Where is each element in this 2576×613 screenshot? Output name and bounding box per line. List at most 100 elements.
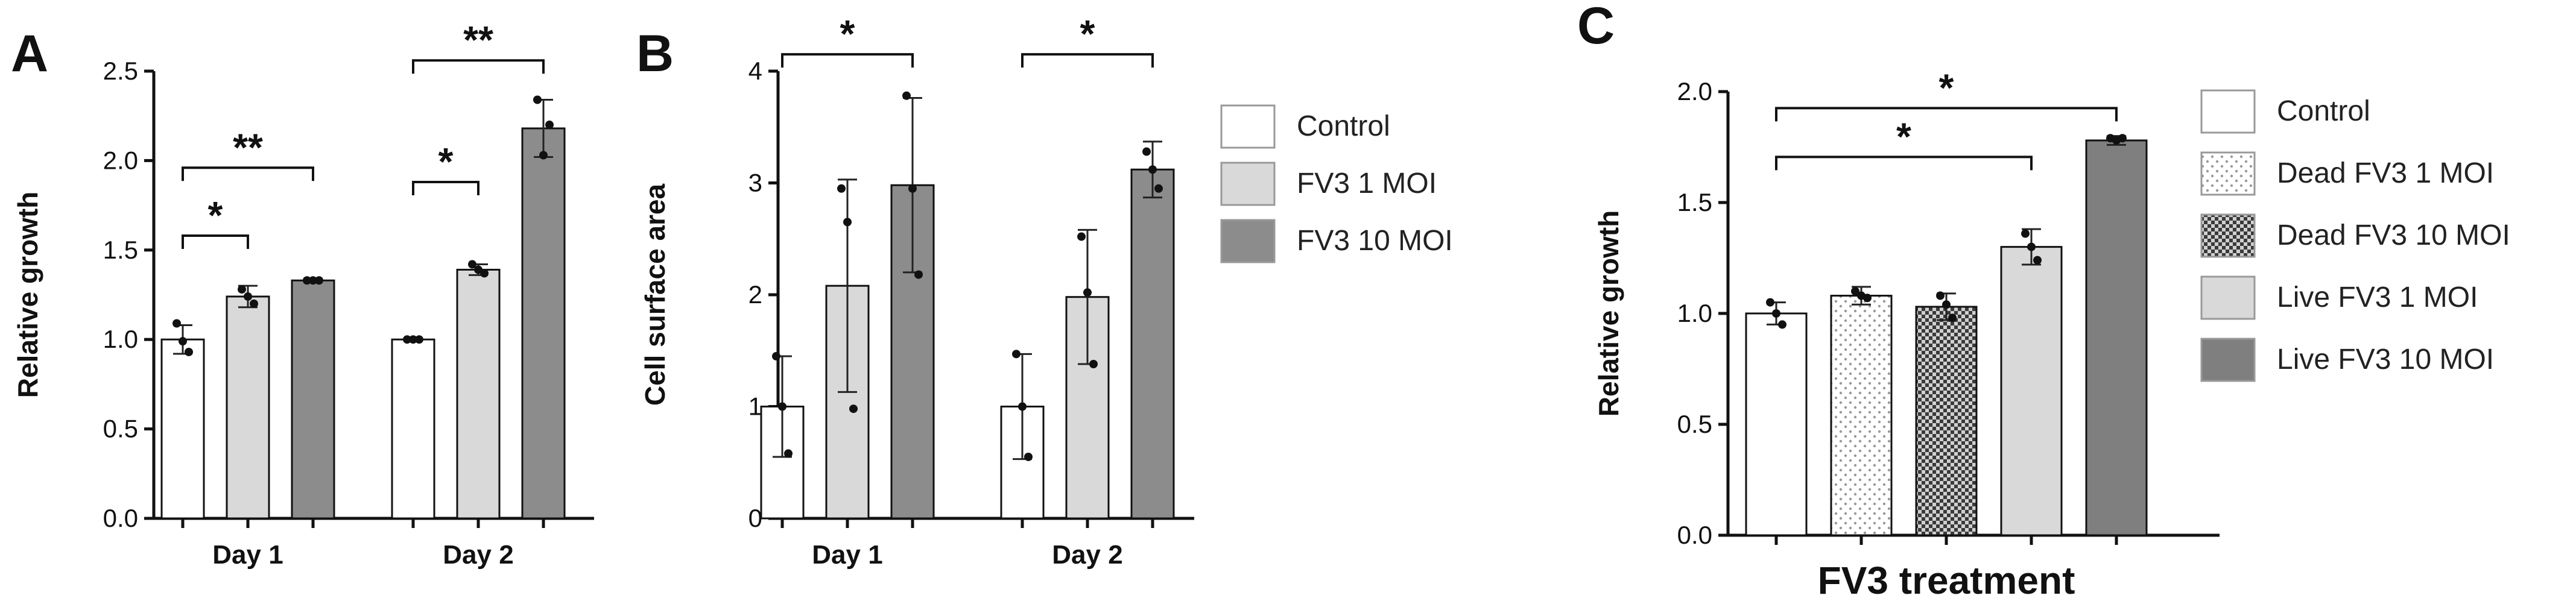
significance-bracket-C	[1775, 156, 2033, 171]
y-tick-label-B: 0	[748, 504, 762, 532]
bar-C-4	[2085, 139, 2148, 536]
significance-label-B: *	[840, 12, 855, 55]
data-point-B-1-1	[1077, 232, 1086, 241]
y-tick-label-A: 0.5	[103, 415, 138, 443]
data-point-A-1-0	[415, 335, 423, 344]
y-axis-title-B: Cell surface area	[639, 183, 671, 406]
legend-label-C: Control	[2277, 95, 2370, 127]
data-point-A-1-0	[403, 335, 411, 344]
data-point-B-1-0	[1012, 350, 1021, 359]
bar-C-2	[1915, 306, 1978, 536]
data-point-B-0-2	[914, 270, 923, 279]
data-point-B-0-2	[902, 91, 911, 100]
data-point-A-1-2	[533, 95, 542, 104]
y-tick-label-B: 2	[748, 280, 762, 309]
significance-bracket-A	[412, 181, 479, 196]
significance-bracket-A	[412, 59, 545, 74]
data-point-C-0	[1766, 298, 1774, 307]
significance-label-C: *	[1896, 115, 1911, 158]
bar-A-0-0	[160, 338, 205, 520]
legend-label-C: Dead FV3 1 MOI	[2277, 157, 2494, 189]
x-axis-title-C: FV3 treatment	[1818, 559, 2075, 602]
bar-C-1	[1830, 295, 1893, 536]
data-point-B-0-1	[837, 184, 846, 193]
data-point-A-0-1	[238, 285, 246, 294]
y-tick-label-C: 0.0	[1677, 521, 1712, 549]
bar-B-1-2	[1130, 168, 1175, 520]
significance-bracket-A	[182, 166, 314, 181]
data-point-C-1	[1851, 287, 1859, 296]
data-point-A-0-2	[309, 276, 317, 285]
data-point-B-0-1	[843, 218, 852, 227]
x-category-label-B: Day 1	[812, 540, 882, 570]
significance-bracket-B	[1021, 53, 1154, 68]
significance-bracket-B	[781, 53, 914, 68]
y-tick-label-A: 0.0	[103, 504, 138, 532]
y-axis-title-A: Relative growth	[12, 192, 43, 398]
data-point-A-1-1	[474, 265, 483, 274]
data-point-A-0-0	[172, 319, 181, 328]
panel-letter-C: C	[1577, 0, 1615, 55]
legend-label-C: Live FV3 1 MOI	[2277, 281, 2478, 313]
data-point-B-1-1	[1083, 288, 1092, 297]
data-point-C-3	[2027, 242, 2036, 251]
data-point-B-1-2	[1142, 147, 1151, 156]
legend-label-B: FV3 1 MOI	[1297, 168, 1437, 200]
data-point-B-0-0	[778, 402, 786, 411]
legend-swatch-C	[2200, 151, 2256, 196]
legend-label-B: FV3 10 MOI	[1297, 225, 1453, 257]
significance-label-A: **	[463, 18, 493, 61]
panel-letter-A: A	[11, 25, 48, 83]
data-point-A-0-0	[179, 337, 187, 346]
significance-label-A: *	[438, 140, 454, 183]
significance-label-A: *	[208, 193, 223, 237]
y-tick-label-B: 4	[748, 57, 762, 85]
data-point-B-1-0	[1018, 402, 1027, 411]
y-axis-title-C: Relative growth	[1593, 210, 1624, 417]
data-point-C-2	[1942, 300, 1951, 309]
data-point-B-0-1	[849, 404, 858, 413]
data-point-A-1-2	[539, 151, 548, 160]
data-point-A-0-2	[303, 276, 311, 285]
data-point-C-2	[1948, 313, 1957, 322]
significance-label-B: *	[1080, 12, 1095, 55]
data-point-A-1-2	[545, 121, 554, 130]
legend-label-C: Dead FV3 10 MOI	[2277, 219, 2510, 251]
data-point-C-0	[1778, 320, 1786, 329]
data-point-A-0-1	[250, 299, 258, 308]
data-point-B-0-0	[784, 449, 793, 458]
y-tick-label-B: 1	[748, 392, 762, 421]
bar-A-0-2	[291, 279, 335, 520]
y-tick-label-C: 1.5	[1677, 188, 1712, 216]
data-point-A-0-0	[185, 347, 193, 356]
x-category-label-B: Day 2	[1052, 540, 1122, 570]
y-tick-label-C: 1.0	[1677, 299, 1712, 327]
data-point-B-0-2	[908, 184, 917, 193]
data-point-B-0-0	[772, 352, 780, 361]
x-category-label-A: Day 2	[443, 540, 513, 570]
y-tick-label-A: 2.5	[103, 57, 138, 85]
bar-A-0-1	[226, 295, 270, 520]
data-point-B-1-2	[1148, 165, 1157, 174]
y-tick-label-A: 2.0	[103, 146, 138, 174]
data-point-A-1-0	[409, 335, 417, 344]
data-point-A-0-1	[244, 292, 252, 301]
y-tick-label-B: 3	[748, 169, 762, 197]
y-tick-label-A: 1.5	[103, 236, 138, 264]
legend-swatch-B	[1220, 104, 1276, 149]
data-point-B-1-0	[1024, 452, 1033, 461]
legend-label-B: Control	[1297, 110, 1390, 142]
legend-label-C: Live FV3 10 MOI	[2277, 344, 2494, 376]
data-point-C-3	[2033, 256, 2042, 265]
bar-A-1-0	[391, 338, 435, 520]
significance-bracket-C	[1775, 107, 2118, 122]
data-point-C-2	[1936, 291, 1945, 300]
data-point-C-3	[2021, 229, 2030, 238]
y-tick-label-A: 1.0	[103, 325, 138, 353]
significance-label-A: **	[233, 125, 263, 169]
data-point-B-1-2	[1154, 184, 1163, 193]
legend-swatch-C	[2200, 275, 2256, 320]
panel-letter-B: B	[636, 25, 674, 83]
data-point-C-1	[1857, 291, 1866, 300]
